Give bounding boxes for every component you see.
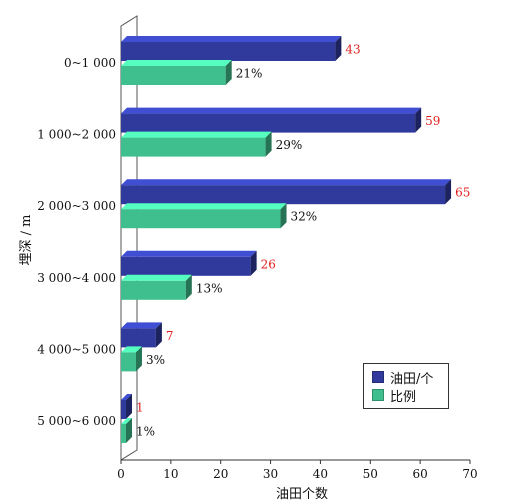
bar-side-face: [135, 346, 142, 372]
ratio-value-label: 3%: [146, 353, 165, 367]
legend: 油田/个 比例: [363, 363, 449, 409]
legend-swatch-count: [372, 371, 384, 383]
count-value-label: 43: [345, 43, 360, 57]
bar-side-face: [250, 250, 257, 276]
bar-top-face: [121, 179, 452, 186]
count-value-label: 7: [166, 329, 174, 343]
legend-item-count: 油田/个: [372, 369, 434, 387]
x-tick-label: 0: [117, 467, 125, 481]
bar-front-face: [121, 185, 446, 205]
legend-label-ratio: 比例: [390, 389, 417, 405]
count-bar: [121, 179, 452, 205]
bar-front-face: [121, 328, 156, 348]
count-value-label: 65: [455, 186, 470, 200]
bar-front-face: [121, 137, 266, 157]
bar-top-face: [121, 131, 272, 138]
bar-front-face: [121, 280, 186, 300]
ratio-value-label: 32%: [291, 210, 318, 224]
bar-side-face: [265, 131, 272, 157]
x-tick-label: 20: [213, 467, 228, 481]
bar-front-face: [121, 256, 251, 276]
bar-top-face: [121, 250, 257, 257]
count-value-label: 1: [136, 401, 144, 415]
ratio-value-label: 1%: [136, 425, 155, 439]
bar-front-face: [121, 424, 126, 443]
ratio-bar: [121, 418, 132, 443]
bar-side-face: [225, 60, 232, 85]
ratio-value-label: 13%: [196, 281, 223, 295]
ratio-bar: [121, 60, 232, 85]
bar-top-face: [121, 60, 232, 66]
bar-front-face: [121, 400, 126, 419]
ratio-value-label: 21%: [236, 67, 263, 81]
bar-top-face: [121, 274, 192, 281]
bars: [121, 36, 452, 443]
bar-front-face: [121, 352, 136, 372]
x-tick-label: 60: [413, 467, 428, 481]
category-label: 4 000~5 000: [37, 342, 116, 356]
bar-front-face: [121, 66, 226, 85]
bar-top-face: [121, 203, 287, 210]
y-axis-title: 埋深 / m: [19, 215, 34, 266]
bar-front-face: [121, 42, 336, 61]
bar-side-face: [155, 322, 162, 348]
bar-side-face: [415, 107, 422, 133]
count-bar: [121, 394, 132, 419]
x-tick-label: 10: [163, 467, 178, 481]
category-label: 3 000~4 000: [37, 271, 116, 285]
bar-front-face: [121, 113, 416, 133]
bar-side-face: [445, 179, 452, 205]
bar-top-face: [121, 107, 422, 114]
count-bar: [121, 250, 257, 276]
count-bar: [121, 36, 342, 61]
ratio-value-label: 29%: [276, 138, 303, 152]
count-bar: [121, 107, 422, 133]
bar-top-face: [121, 394, 132, 400]
ratio-bar: [121, 274, 192, 300]
count-bar: [121, 322, 162, 348]
category-label: 5 000~6 000: [37, 414, 116, 428]
ratio-bar: [121, 203, 287, 229]
legend-swatch-ratio: [372, 389, 384, 401]
axes: 0 10 20 30 40 50 60 70: [117, 15, 478, 481]
bar-side-face: [280, 203, 287, 229]
bar-top-face: [121, 36, 342, 42]
labels: 0~1 000 43 21% 1 000~2 000 59 29% 2 000~3 000 6…: [37, 43, 470, 439]
x-tick-label: 30: [263, 467, 278, 481]
ratio-bar: [121, 346, 142, 372]
category-label: 1 000~2 000: [37, 128, 116, 142]
ratio-bar: [121, 131, 272, 157]
x-axis-title: 油田个数: [276, 487, 328, 502]
bar-side-face: [125, 418, 132, 443]
bar-side-face: [335, 36, 342, 61]
legend-item-ratio: 比例: [372, 387, 417, 405]
bar-side-face: [125, 394, 132, 419]
legend-label-count: 油田/个: [390, 371, 434, 387]
category-label: 0~1 000: [64, 56, 116, 70]
count-value-label: 26: [261, 257, 276, 271]
x-tick-label: 50: [363, 467, 378, 481]
x-tick-label: 70: [462, 467, 477, 481]
bar-front-face: [121, 209, 281, 229]
count-value-label: 59: [425, 114, 440, 128]
category-label: 2 000~3 000: [37, 199, 116, 213]
bar-top-face: [121, 322, 162, 329]
x-tick-label: 40: [313, 467, 328, 481]
bar-top-face: [121, 418, 132, 424]
bar-top-face: [121, 346, 142, 353]
bar-side-face: [185, 274, 192, 300]
